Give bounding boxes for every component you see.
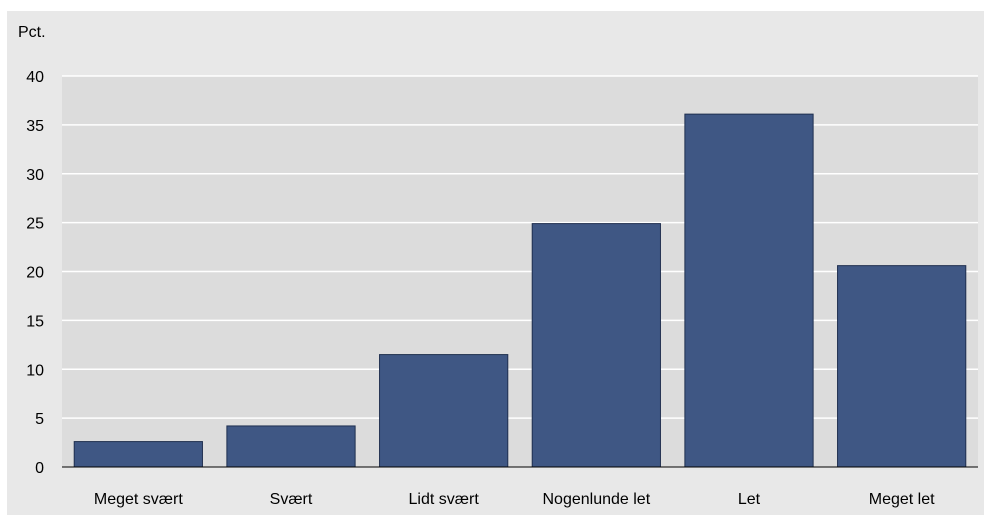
x-tick-labels: Meget svært Svært Lidt svært Nogenlunde let… (94, 491, 935, 508)
x-tick-label: Let (738, 491, 761, 508)
bar (226, 425, 356, 468)
bar (531, 223, 661, 468)
y-tick-label: 15 (26, 313, 44, 330)
y-axis-label: Pct. (18, 24, 46, 41)
y-tick-label: 35 (26, 118, 44, 135)
bar (73, 441, 203, 468)
x-tick-label: Lidt svært (409, 491, 480, 508)
y-tick-label: 25 (26, 216, 44, 233)
x-tick-label: Svært (270, 491, 313, 508)
y-tick-label: 5 (35, 411, 44, 428)
bar (684, 113, 814, 468)
bar (379, 354, 509, 468)
y-tick-label: 20 (26, 265, 44, 282)
y-tick-label: 10 (26, 362, 44, 379)
y-tick-label: 30 (26, 167, 44, 184)
x-tick-label: Meget let (869, 491, 935, 508)
gridlines (62, 75, 978, 419)
x-tick-label: Meget svært (94, 491, 183, 508)
y-tick-label: 0 (35, 460, 44, 477)
x-tick-label: Nogenlunde let (543, 491, 651, 508)
bars (73, 113, 967, 468)
y-tick-label: 40 (26, 69, 44, 86)
y-tick-labels: 0 5 10 15 20 25 30 35 40 (26, 69, 44, 477)
bar (837, 265, 967, 468)
